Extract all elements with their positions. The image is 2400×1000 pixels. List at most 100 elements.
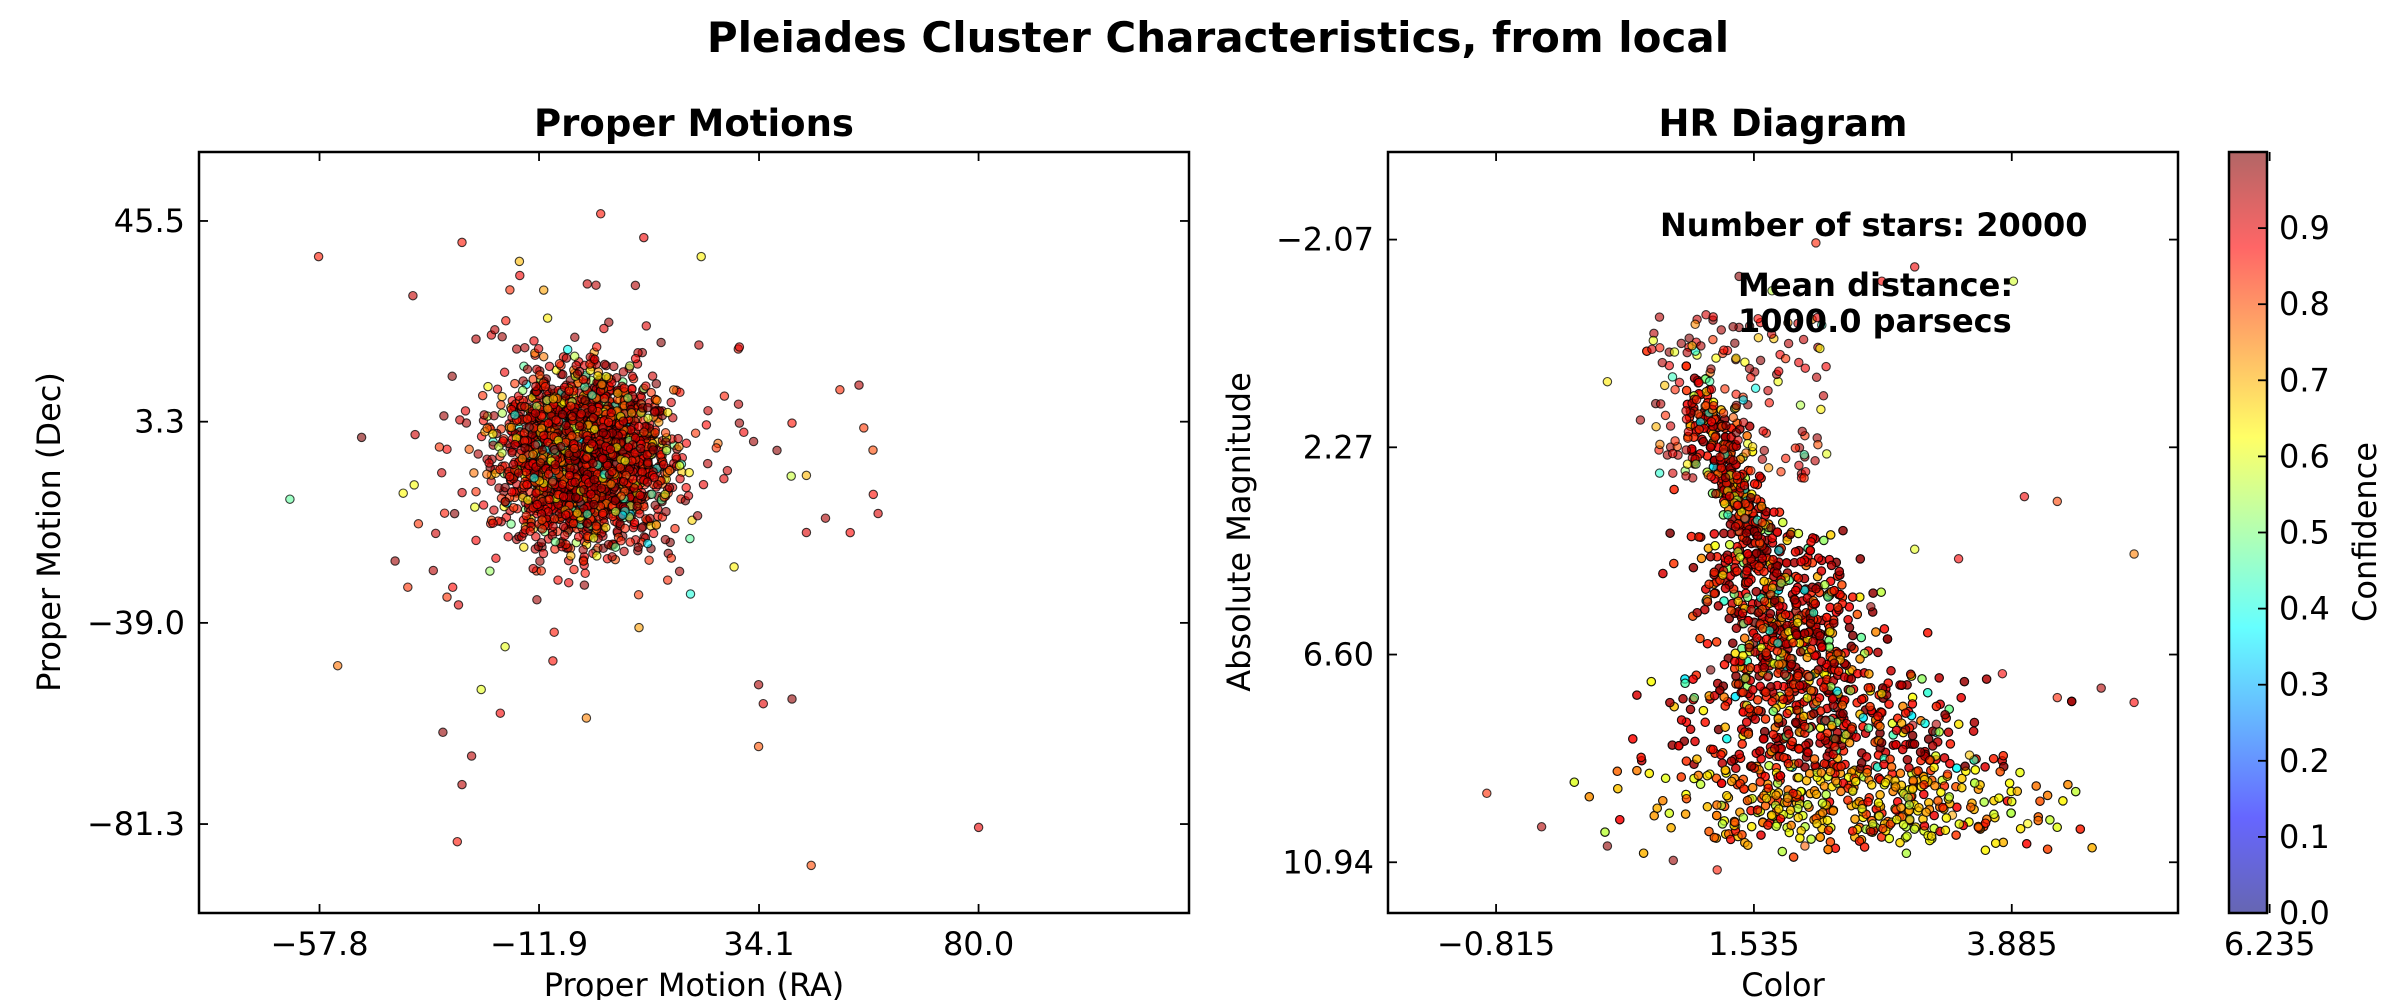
proper-motion-point bbox=[579, 485, 589, 495]
proper-motion-point bbox=[582, 518, 593, 529]
proper-motion-point bbox=[739, 427, 749, 438]
proper-motion-point bbox=[513, 468, 524, 478]
proper-motion-point bbox=[650, 500, 660, 511]
proper-motion-point bbox=[578, 556, 589, 566]
proper-motion-point bbox=[753, 741, 764, 752]
hr-diagram-point bbox=[1700, 717, 1710, 728]
proper-motion-point bbox=[500, 497, 510, 507]
proper-motion-point bbox=[540, 381, 551, 392]
proper-motion-point bbox=[660, 428, 671, 438]
proper-motion-point bbox=[758, 698, 769, 709]
proper-motion-point bbox=[504, 471, 515, 482]
proper-motion-point bbox=[564, 386, 574, 396]
proper-motions-xtick-label: 34.1 bbox=[723, 925, 794, 963]
hr-diagram-point bbox=[2022, 818, 2033, 829]
proper-motion-point bbox=[606, 408, 616, 418]
proper-motion-point bbox=[477, 390, 488, 401]
proper-motion-point bbox=[557, 369, 568, 380]
proper-motion-point bbox=[548, 521, 558, 532]
hr-diagram-point bbox=[1943, 727, 1954, 738]
proper-motion-point bbox=[587, 439, 597, 449]
proper-motion-point bbox=[623, 393, 633, 403]
proper-motion-point bbox=[620, 523, 630, 534]
proper-motion-point bbox=[398, 488, 408, 498]
proper-motion-point bbox=[646, 387, 656, 398]
proper-motion-point bbox=[873, 508, 883, 519]
proper-motion-point bbox=[507, 447, 517, 458]
proper-motion-point bbox=[664, 482, 675, 493]
proper-motion-point bbox=[787, 418, 797, 428]
proper-motion-point bbox=[522, 414, 533, 424]
proper-motion-point bbox=[801, 470, 812, 481]
proper-motion-point bbox=[698, 479, 709, 490]
proper-motion-point bbox=[285, 494, 295, 504]
proper-motion-point bbox=[515, 270, 525, 281]
proper-motion-point bbox=[570, 492, 581, 502]
proper-motion-point bbox=[500, 482, 510, 493]
proper-motion-point bbox=[497, 448, 507, 458]
proper-motion-point bbox=[591, 280, 601, 290]
proper-motion-point bbox=[650, 428, 660, 438]
proper-motion-point bbox=[806, 860, 816, 871]
proper-motion-point bbox=[596, 483, 607, 493]
proper-motion-point bbox=[722, 465, 733, 476]
proper-motion-point bbox=[618, 367, 629, 377]
hr-diagram-point bbox=[1956, 692, 1966, 703]
proper-motion-point bbox=[589, 499, 599, 510]
proper-motion-point bbox=[674, 460, 685, 471]
proper-motion-point bbox=[570, 477, 580, 488]
proper-motion-point bbox=[529, 473, 539, 483]
hr-diagram-point bbox=[2063, 779, 2073, 790]
proper-motion-point bbox=[497, 332, 507, 342]
proper-motion-point bbox=[620, 456, 630, 466]
proper-motion-point bbox=[578, 374, 589, 385]
proper-motion-point bbox=[592, 551, 602, 561]
proper-motion-point bbox=[639, 232, 649, 243]
proper-motion-point bbox=[663, 407, 673, 418]
proper-motion-point bbox=[597, 379, 607, 390]
proper-motion-point bbox=[409, 480, 419, 490]
hr-diagram-point bbox=[1612, 766, 1623, 777]
proper-motion-point bbox=[605, 444, 616, 455]
proper-motion-point bbox=[447, 371, 457, 382]
proper-motion-point bbox=[645, 513, 655, 524]
proper-motion-point bbox=[548, 656, 558, 666]
proper-motion-point bbox=[452, 836, 463, 847]
proper-motion-point bbox=[531, 488, 541, 498]
hr-diagram-point bbox=[1960, 761, 1970, 772]
proper-motions-ytick-label: −39.0 bbox=[87, 604, 185, 642]
proper-motion-point bbox=[525, 526, 535, 536]
proper-motion-point bbox=[538, 285, 549, 295]
proper-motion-point bbox=[483, 381, 493, 392]
proper-motion-point bbox=[599, 393, 610, 404]
proper-motion-point bbox=[549, 514, 560, 524]
proper-motion-point bbox=[491, 553, 501, 564]
proper-motion-point bbox=[801, 527, 812, 538]
proper-motion-point bbox=[588, 412, 599, 423]
proper-motion-point bbox=[703, 405, 713, 416]
proper-motion-point bbox=[499, 367, 510, 378]
proper-motion-point bbox=[535, 370, 545, 380]
proper-motion-point bbox=[469, 468, 479, 478]
proper-motion-point bbox=[576, 409, 586, 419]
proper-motion-point bbox=[538, 548, 549, 559]
proper-motion-point bbox=[543, 469, 554, 479]
proper-motion-point bbox=[438, 727, 448, 738]
proper-motion-point bbox=[854, 380, 864, 390]
proper-motion-point bbox=[569, 443, 580, 454]
proper-motion-point bbox=[694, 340, 704, 350]
proper-motion-point bbox=[625, 537, 635, 547]
proper-motion-point bbox=[403, 582, 413, 592]
proper-motion-point bbox=[537, 445, 547, 455]
proper-motion-point bbox=[522, 364, 533, 375]
hr-diagram-point bbox=[1681, 385, 1692, 396]
proper-motion-point bbox=[507, 487, 517, 497]
proper-motion-point bbox=[471, 535, 481, 546]
proper-motion-point bbox=[543, 404, 553, 414]
proper-motion-point bbox=[430, 528, 441, 539]
proper-motion-point bbox=[675, 474, 685, 484]
proper-motion-point bbox=[573, 532, 584, 542]
proper-motion-point bbox=[599, 323, 609, 334]
proper-motion-point bbox=[582, 452, 592, 463]
